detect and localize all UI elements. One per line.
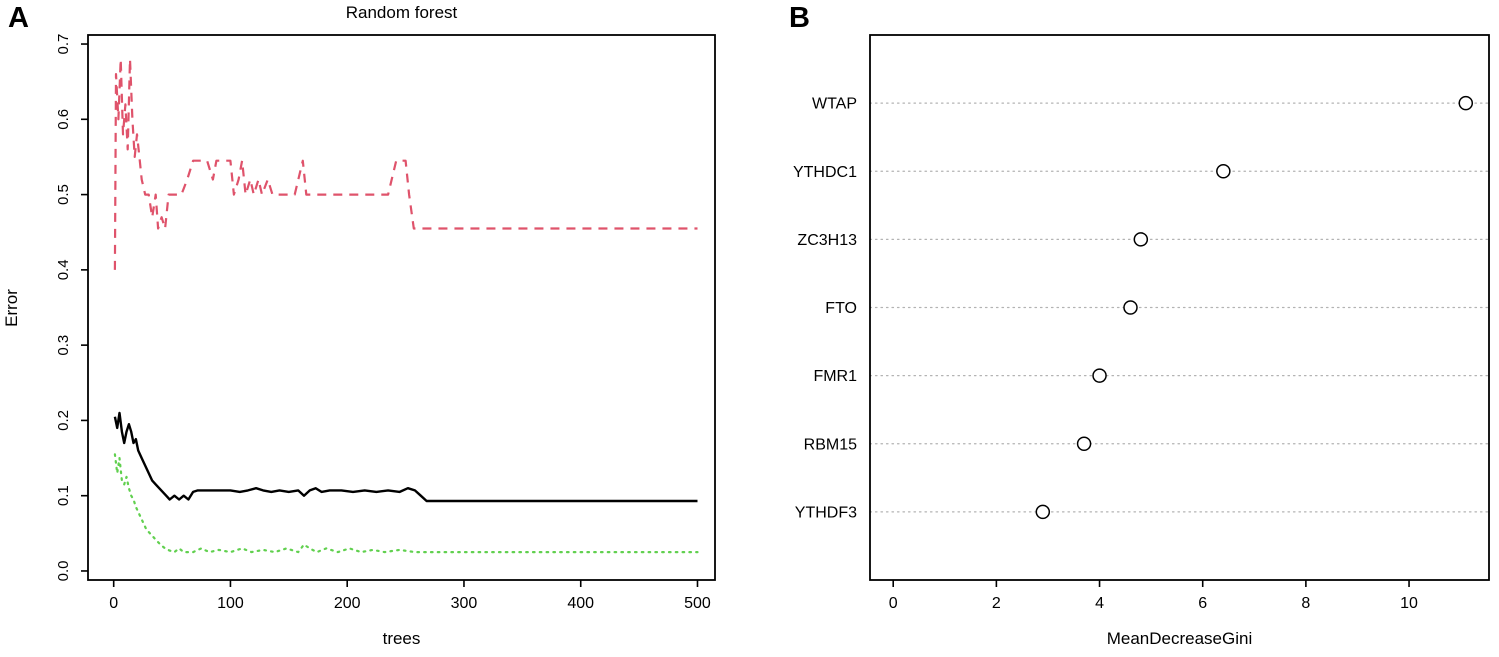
- x-tick-label: 400: [567, 595, 594, 612]
- series-class-low-error-line: [113, 453, 699, 554]
- panel-b-variable-importance-plot: WTAP YTHDC1 ZC3H13 FTO FMR1 RBM15 YTHDF3 0 2 4 6 8 1…: [745, 0, 1499, 657]
- y-tick-label: 0.0: [55, 561, 72, 582]
- y-tick-label: 0.5: [55, 184, 72, 205]
- chart-a-x-axis-label: trees: [382, 629, 421, 648]
- x-tick-label: 500: [684, 595, 711, 612]
- y-tick-label: 0.2: [55, 410, 72, 431]
- x-tick-label: 2: [992, 595, 1001, 612]
- x-tick-label: 0: [109, 595, 118, 612]
- y-tick-label: 0.3: [55, 335, 72, 356]
- chart-b-canvas: WTAP YTHDC1 ZC3H13 FTO FMR1 RBM15 YTHDF3 0 2 4 6 8 1…: [793, 34, 1490, 612]
- chart-b-x-axis-label: MeanDecreaseGini: [1106, 629, 1253, 648]
- y-tick-label: 0.1: [55, 485, 72, 506]
- chart-a-y-axis-label: Error: [2, 289, 21, 327]
- x-tick-label: 10: [1400, 595, 1418, 612]
- importance-point-ythdc1: [1216, 164, 1231, 179]
- series-class-high-error-line: [113, 57, 698, 270]
- x-tick-label: 6: [1198, 595, 1207, 612]
- importance-point-ythdf3: [1035, 504, 1051, 520]
- series-oob-error-line: [113, 411, 698, 503]
- x-tick-label: 4: [1095, 595, 1104, 612]
- category-label: WTAP: [812, 96, 857, 113]
- x-tick-label: 100: [217, 595, 244, 612]
- category-label: RBM15: [804, 436, 857, 453]
- y-tick-label: 0.4: [55, 259, 72, 280]
- category-label: YTHDC1: [793, 164, 857, 181]
- importance-point-wtap: [1458, 95, 1474, 111]
- plot-box: [869, 34, 1490, 581]
- category-label: FMR1: [813, 368, 857, 385]
- y-tick-label: 0.7: [55, 34, 72, 55]
- chart-a-canvas: 0.0 0.1 0.2 0.3 0.4 0.5 0.6 0.7 0 100 200 300 400 500: [55, 34, 716, 612]
- importance-point-zc3h13: [1133, 232, 1149, 247]
- y-tick-label: 0.6: [55, 109, 72, 130]
- x-tick-label: 0: [889, 595, 898, 612]
- panel-a-label: A: [8, 2, 29, 34]
- panel-b-label: B: [789, 2, 810, 34]
- x-tick-label: 200: [334, 595, 361, 612]
- importance-point-rbm15: [1076, 436, 1092, 451]
- category-label: FTO: [825, 300, 857, 317]
- importance-point-fmr1: [1092, 368, 1107, 383]
- x-tick-label: 300: [451, 595, 478, 612]
- x-tick-label: 8: [1301, 595, 1310, 612]
- importance-point-fto: [1123, 300, 1138, 315]
- chart-a-title: Random forest: [345, 3, 458, 22]
- category-label: ZC3H13: [797, 232, 857, 249]
- category-label: YTHDF3: [795, 504, 857, 521]
- plot-box: [87, 34, 716, 581]
- panel-a-random-forest-error-plot: 0.0 0.1 0.2 0.3 0.4 0.5 0.6 0.7 0 100 200 300 400 500…: [0, 0, 745, 657]
